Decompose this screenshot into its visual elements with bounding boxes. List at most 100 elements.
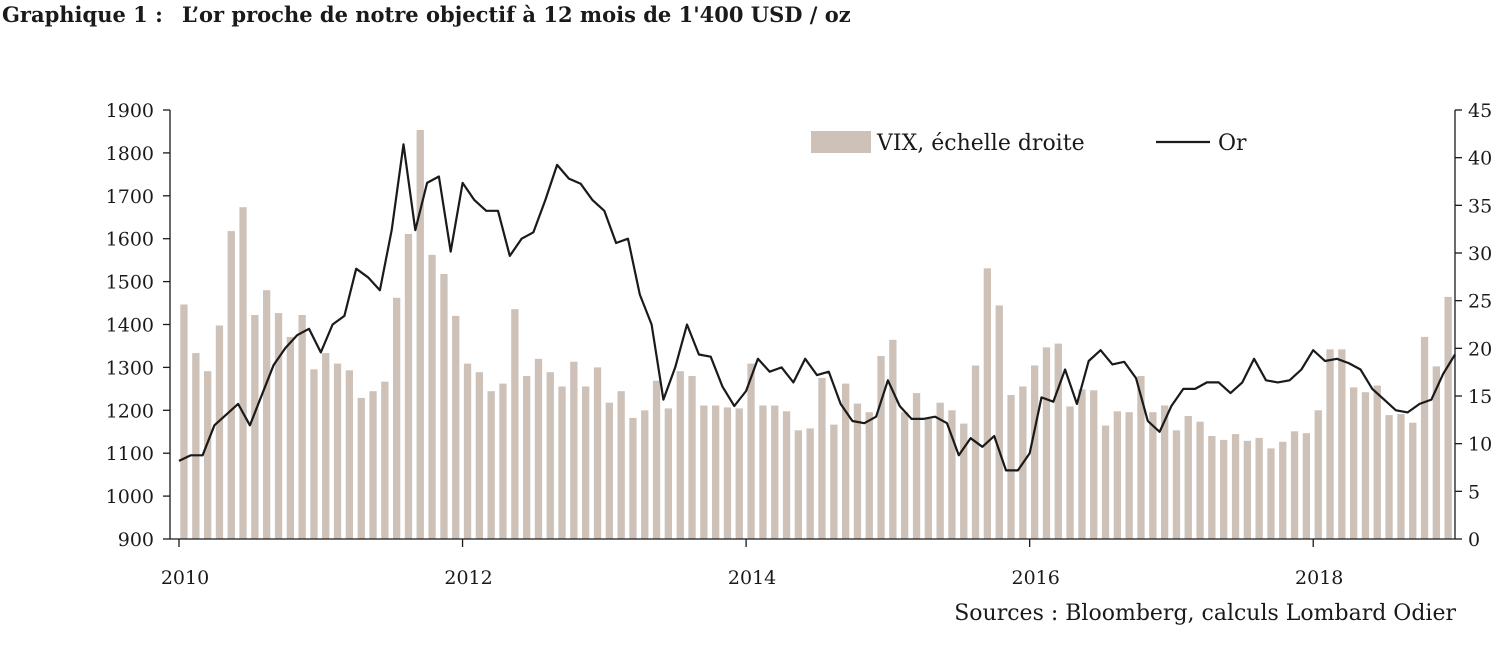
vix-bar xyxy=(1350,387,1358,539)
vix-bar xyxy=(404,233,413,539)
vix-bar xyxy=(558,386,566,539)
vix-bar xyxy=(263,290,271,539)
vix-bar xyxy=(463,363,472,539)
vix-bar xyxy=(1208,436,1216,539)
vix-bar xyxy=(759,405,767,539)
source-note: Sources : Bloomberg, calculs Lombard Odi… xyxy=(954,601,1456,626)
left-axis-tick-label: 1900 xyxy=(106,100,154,122)
left-axis-tick-label: 1500 xyxy=(106,272,154,294)
vix-bar xyxy=(1326,349,1334,539)
vix-bar xyxy=(676,371,684,539)
left-axis-tick-label: 1200 xyxy=(106,400,154,422)
vix-bar xyxy=(1184,416,1192,539)
right-axis-tick-label: 35 xyxy=(1468,195,1492,217)
vix-bar xyxy=(853,403,862,539)
x-axis-tick-label: 2014 xyxy=(728,567,776,589)
vix-bar xyxy=(688,376,696,539)
left-axis-tick-label: 1600 xyxy=(106,229,154,251)
vix-bar xyxy=(1279,441,1287,539)
vix-bar xyxy=(487,391,495,539)
x-axis-tick-label: 2012 xyxy=(444,567,492,589)
vix-bar xyxy=(735,408,743,539)
vix-bar xyxy=(546,372,554,539)
vix-bar xyxy=(983,268,991,539)
vix-bar xyxy=(1042,347,1051,539)
vix-bar xyxy=(180,304,188,539)
vix-bar xyxy=(428,254,436,539)
vix-bar xyxy=(1432,366,1440,539)
x-axis-tick-label: 2010 xyxy=(161,567,209,589)
vix-bar xyxy=(1444,296,1452,539)
vix-bar xyxy=(393,297,401,539)
gold-price-line xyxy=(178,143,1456,472)
vix-bar xyxy=(1078,389,1086,539)
vix-bar xyxy=(298,315,306,539)
left-axis-tick-label: 1100 xyxy=(106,443,154,465)
vix-bar xyxy=(700,405,708,539)
vix-bar xyxy=(1031,365,1039,539)
vix-bar xyxy=(251,315,259,539)
vix-bar xyxy=(617,391,625,539)
vix-bar xyxy=(794,430,802,539)
vix-bar xyxy=(747,363,755,539)
vix-bar xyxy=(1267,448,1275,539)
right-axis-tick-label: 45 xyxy=(1468,100,1492,122)
x-axis-tick-label: 2016 xyxy=(1011,567,1059,589)
vix-bar xyxy=(842,383,850,539)
vix-bar xyxy=(605,402,613,539)
right-axis-tick-label: 40 xyxy=(1468,148,1492,170)
vix-bar xyxy=(629,417,637,539)
vix-bar xyxy=(1149,412,1157,539)
vix-bar xyxy=(499,383,507,539)
chart-title: L’or proche de notre objectif à 12 mois … xyxy=(182,2,851,27)
vix-bar xyxy=(1409,422,1417,539)
vix-bar xyxy=(782,411,791,539)
vix-bar xyxy=(1243,440,1251,539)
vix-bar xyxy=(641,410,649,539)
vix-bar xyxy=(1385,415,1393,539)
vix-bar xyxy=(1172,430,1181,539)
vix-bar xyxy=(912,393,921,539)
left-axis-tick-label: 900 xyxy=(118,529,154,551)
vix-bar xyxy=(924,418,932,539)
x-axis-tick-label: 2018 xyxy=(1295,567,1343,589)
vix-bar xyxy=(1397,414,1405,539)
vix-bar xyxy=(1113,411,1121,539)
left-axis-tick-label: 1000 xyxy=(106,486,154,508)
vix-bar xyxy=(1420,336,1429,539)
vix-bar xyxy=(723,407,732,539)
vix-bar xyxy=(664,408,672,539)
right-axis-tick-label: 20 xyxy=(1468,338,1492,360)
vix-bar xyxy=(1054,343,1062,539)
vix-bar xyxy=(865,412,873,539)
right-axis-tick-label: 30 xyxy=(1468,243,1492,265)
vix-bar xyxy=(357,397,365,539)
legend: VIX, échelle droite Or xyxy=(811,131,1247,156)
vix-bar xyxy=(333,363,342,539)
left-axis-tick-label: 1700 xyxy=(106,186,154,208)
vix-bar xyxy=(345,370,353,539)
left-axis-tick-label: 1800 xyxy=(106,143,154,165)
figure-label: Graphique 1 : xyxy=(2,2,163,27)
vix-bar xyxy=(712,405,720,539)
vix-bar xyxy=(570,361,578,539)
vix-bar xyxy=(818,377,826,539)
legend-vix-swatch xyxy=(811,131,871,153)
vix-bar xyxy=(204,371,212,539)
vix-bar xyxy=(416,130,424,539)
vix-bar xyxy=(452,315,460,539)
chart-header: Graphique 1 : L’or proche de notre object… xyxy=(2,2,851,27)
vix-bar xyxy=(310,369,318,539)
vix-bar xyxy=(192,353,200,539)
right-axis-tick-label: 15 xyxy=(1468,386,1492,408)
left-axis-tick-label: 1300 xyxy=(106,357,154,379)
vix-bar xyxy=(274,313,283,539)
vix-bar xyxy=(806,428,814,539)
vix-bar xyxy=(901,412,909,539)
vix-bar xyxy=(1290,431,1299,539)
vix-bar xyxy=(239,207,247,539)
vix-bar xyxy=(1373,385,1381,539)
axes: 900 1000 1100 1200 1300 1400 1500 1600 1700 1800 1… xyxy=(106,100,1493,589)
vix-bar xyxy=(1338,349,1346,539)
